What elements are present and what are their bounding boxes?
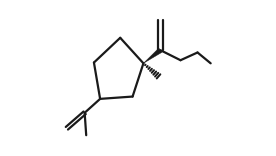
Polygon shape [144,48,162,63]
